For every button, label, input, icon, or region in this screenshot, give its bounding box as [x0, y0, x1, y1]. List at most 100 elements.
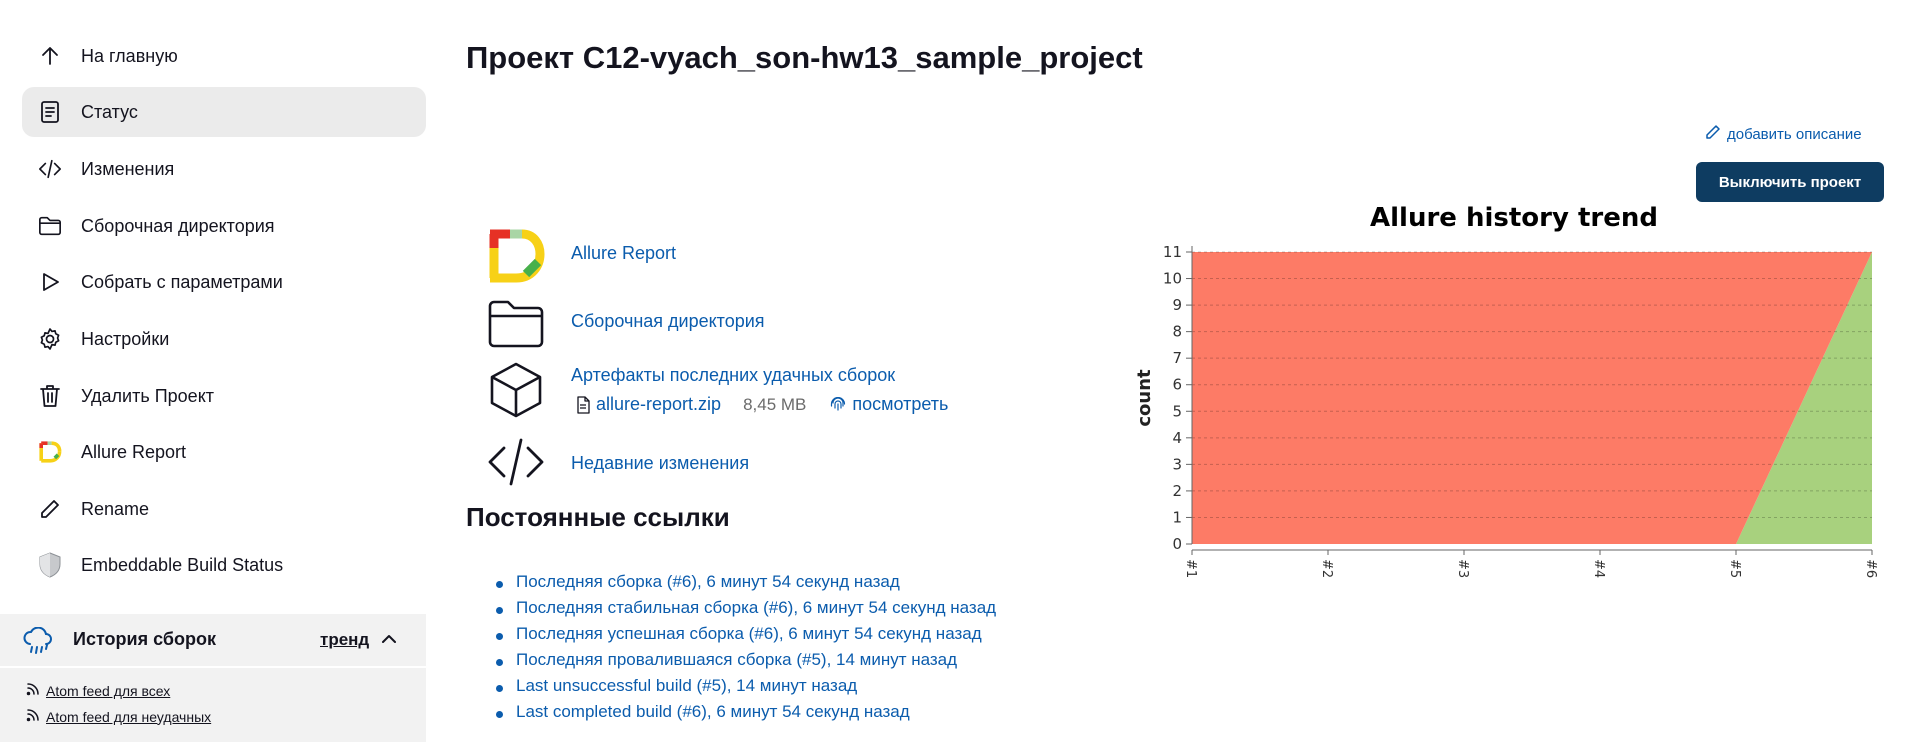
- chart-axes: 0 1 2 3 4 5 6 7 8 9 10 11 #1 #2 #3 #4 #5 #6: [1163, 243, 1878, 578]
- artifact-item: allure-report.zip 8,45 MB посмотреть: [576, 394, 948, 415]
- chart-title: Allure history trend: [1370, 203, 1658, 233]
- build-history-title: История сборок: [73, 629, 216, 649]
- chart-y-tick-label: 3: [1172, 455, 1182, 473]
- allure-history-trend-chart[interactable]: Allure history trend count 0 1 2 3 4 5 6 7 8 9 10 1…: [1130, 196, 1900, 596]
- sidebar-item-home[interactable]: На главную: [22, 31, 426, 81]
- gear-icon: [38, 327, 62, 351]
- permalink-item: Последняя провалившаяся сборка (#5), 14 …: [494, 650, 996, 676]
- permalinks-title: Постоянные ссылки: [466, 502, 730, 532]
- sidebar-item-settings[interactable]: Настройки: [22, 314, 426, 364]
- trend-chart-svg: Allure history trend count 0 1 2 3 4 5 6 7 8 9 10 1…: [1134, 203, 1878, 578]
- workspace-link[interactable]: Сборочная директория: [571, 311, 765, 331]
- chart-gridlines: [1192, 251, 1872, 518]
- chart-y-tick-label: 8: [1172, 323, 1182, 341]
- pencil-icon: [38, 497, 62, 521]
- sidebar-item-embeddable-build-status[interactable]: Embeddable Build Status: [22, 540, 426, 590]
- rss-icon: [26, 682, 40, 699]
- build-history-panel: История сборок тренд Atom feed для всех …: [0, 614, 426, 742]
- chart-y-tick-label: 7: [1172, 349, 1182, 367]
- divider: [0, 666, 426, 668]
- chart-x-tick-label: #1: [1183, 559, 1198, 578]
- cloud-rain-icon: [22, 626, 54, 660]
- build-history-header[interactable]: История сборок тренд: [0, 614, 426, 666]
- chart-y-tick-label: 0: [1172, 535, 1182, 553]
- permalink-last-stable[interactable]: Последняя стабильная сборка (#6), 6 мину…: [516, 598, 997, 617]
- permalink-item: Last unsuccessful build (#5), 14 минут н…: [494, 676, 996, 702]
- page-title: Проект C12-vyach_son-hw13_sample_project: [466, 40, 1143, 75]
- rss-icon: [26, 708, 40, 725]
- sidebar-item-label: Allure Report: [81, 441, 187, 462]
- folder-icon: [486, 294, 546, 354]
- sidebar-item-label: Изменения: [81, 158, 175, 179]
- chart-area-passed: [1192, 252, 1872, 544]
- code-icon: [38, 157, 62, 181]
- sidebar-item-allure-report[interactable]: Allure Report: [22, 427, 426, 477]
- chart-x-tick-label: #4: [1591, 559, 1606, 578]
- folder-icon: [38, 214, 62, 238]
- add-description-label: добавить описание: [1727, 125, 1862, 143]
- chart-x-tick-label: #5: [1727, 559, 1742, 578]
- sidebar-item-label: На главную: [81, 45, 178, 66]
- trend-link[interactable]: тренд: [320, 630, 370, 649]
- chart-series-group: [1192, 252, 1872, 544]
- permalink-last-unsuccessful[interactable]: Last unsuccessful build (#5), 14 минут н…: [516, 676, 858, 695]
- chart-y-tick-label: 4: [1172, 429, 1182, 447]
- play-icon: [38, 270, 62, 294]
- atom-feed-all-link[interactable]: Atom feed для всех: [46, 682, 171, 699]
- shield-icon: [38, 552, 62, 578]
- chart-y-tick-label: 10: [1163, 270, 1182, 288]
- artifact-file-link[interactable]: allure-report.zip: [596, 394, 722, 414]
- chart-y-tick-label: 6: [1172, 376, 1182, 394]
- permalink-last-failed[interactable]: Последняя провалившаяся сборка (#5), 14 …: [516, 650, 958, 669]
- allure-report-link[interactable]: Allure Report: [571, 243, 677, 263]
- sidebar-item-changes[interactable]: Изменения: [22, 144, 426, 194]
- permalink-item: Последняя успешная сборка (#6), 6 минут …: [494, 624, 996, 650]
- chart-x-tick-label: #2: [1319, 559, 1334, 578]
- chart-y-tick-label: 9: [1172, 296, 1182, 314]
- sidebar-item-label: Embeddable Build Status: [81, 554, 284, 575]
- arrow-up-icon: [38, 44, 62, 68]
- sidebar-item-label: Удалить Проект: [81, 385, 215, 406]
- allure-logo-icon: [486, 226, 546, 286]
- sidebar-item-label: Rename: [81, 498, 150, 519]
- sidebar-item-workspace[interactable]: Сборочная директория: [22, 201, 426, 251]
- permalink-last-completed[interactable]: Last completed build (#6), 6 минут 54 се…: [516, 702, 910, 721]
- atom-feed-all: Atom feed для всех: [26, 682, 170, 699]
- artifact-view-link[interactable]: посмотреть: [830, 394, 948, 415]
- trash-icon: [38, 384, 62, 408]
- permalinks-list: Последняя сборка (#6), 6 минут 54 секунд…: [494, 572, 996, 728]
- chart-y-tick-label: 1: [1172, 508, 1182, 526]
- permalink-item: Last completed build (#6), 6 минут 54 се…: [494, 702, 996, 728]
- artifact-size: 8,45 MB: [743, 394, 807, 414]
- permalink-last-build[interactable]: Последняя сборка (#6), 6 минут 54 секунд…: [516, 572, 900, 591]
- recent-changes-link[interactable]: Недавние изменения: [571, 453, 750, 473]
- package-icon: [486, 360, 546, 420]
- sidebar-item-status[interactable]: Статус: [22, 87, 426, 137]
- permalink-item: Последняя сборка (#6), 6 минут 54 секунд…: [494, 572, 996, 598]
- sidebar-item-label: Настройки: [81, 328, 170, 349]
- disable-project-button[interactable]: Выключить проект: [1696, 162, 1884, 202]
- document-icon: [38, 100, 62, 124]
- chart-y-tick-label: 5: [1172, 402, 1182, 420]
- chart-y-tick-label: 11: [1163, 243, 1182, 261]
- chart-y-tick-label: 2: [1172, 482, 1182, 500]
- atom-feed-failed: Atom feed для неудачных: [26, 708, 211, 725]
- sidebar: На главную Статус Изменения Сборочная ди…: [0, 0, 426, 742]
- allure-logo-icon: [38, 440, 62, 464]
- artifacts-link[interactable]: Артефакты последних удачных сборок: [571, 365, 896, 385]
- pencil-icon: [1705, 124, 1721, 144]
- chart-area-failed: [1192, 252, 1872, 544]
- artifact-view-label: посмотреть: [852, 394, 949, 414]
- chevron-up-icon[interactable]: [381, 632, 397, 650]
- add-description-link[interactable]: добавить описание: [1705, 124, 1862, 144]
- file-icon: [576, 395, 590, 414]
- chart-y-axis-label: count: [1134, 369, 1155, 427]
- permalink-last-successful[interactable]: Последняя успешная сборка (#6), 6 минут …: [516, 624, 982, 643]
- fingerprint-icon: [830, 396, 846, 413]
- sidebar-item-build-with-params[interactable]: Собрать с параметрами: [22, 257, 426, 307]
- sidebar-item-delete-project[interactable]: Удалить Проект: [22, 371, 426, 421]
- code-icon: [486, 432, 546, 492]
- permalink-item: Последняя стабильная сборка (#6), 6 мину…: [494, 598, 996, 624]
- atom-feed-failed-link[interactable]: Atom feed для неудачных: [46, 708, 212, 725]
- sidebar-item-rename[interactable]: Rename: [22, 484, 426, 534]
